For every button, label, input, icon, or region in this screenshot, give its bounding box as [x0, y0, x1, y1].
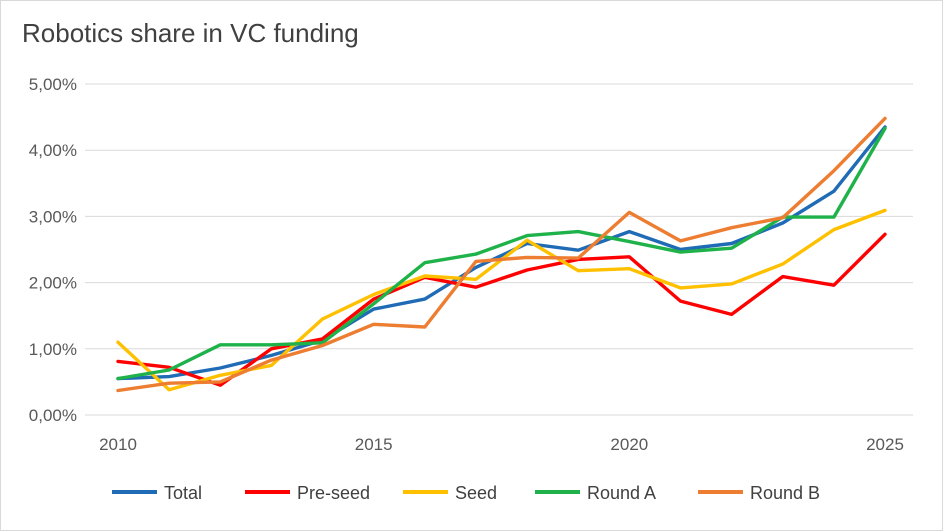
series-line-total: [116, 125, 887, 381]
x-tick-label: 2020: [610, 435, 648, 454]
x-tick-label: 2025: [866, 435, 904, 454]
y-tick-label: 0,00%: [29, 406, 77, 425]
y-tick-label: 5,00%: [29, 75, 77, 94]
legend-label-round-a: Round A: [587, 483, 656, 503]
y-tick-label: 4,00%: [29, 141, 77, 160]
legend-label-pre-seed: Pre-seed: [297, 483, 370, 503]
y-tick-label: 3,00%: [29, 207, 77, 226]
legend-label-round-b: Round B: [750, 483, 820, 503]
series-line-round-a: [116, 126, 887, 381]
chart-title: Robotics share in VC funding: [22, 18, 359, 48]
series-line-round-b: [116, 116, 887, 393]
y-tick-label: 2,00%: [29, 274, 77, 293]
series-line-pre-seed: [116, 232, 887, 387]
series-line-seed: [116, 208, 887, 392]
x-tick-label: 2010: [99, 435, 137, 454]
x-tick-label: 2015: [355, 435, 393, 454]
legend-label-seed: Seed: [455, 483, 497, 503]
y-tick-label: 1,00%: [29, 340, 77, 359]
legend-label-total: Total: [164, 483, 202, 503]
